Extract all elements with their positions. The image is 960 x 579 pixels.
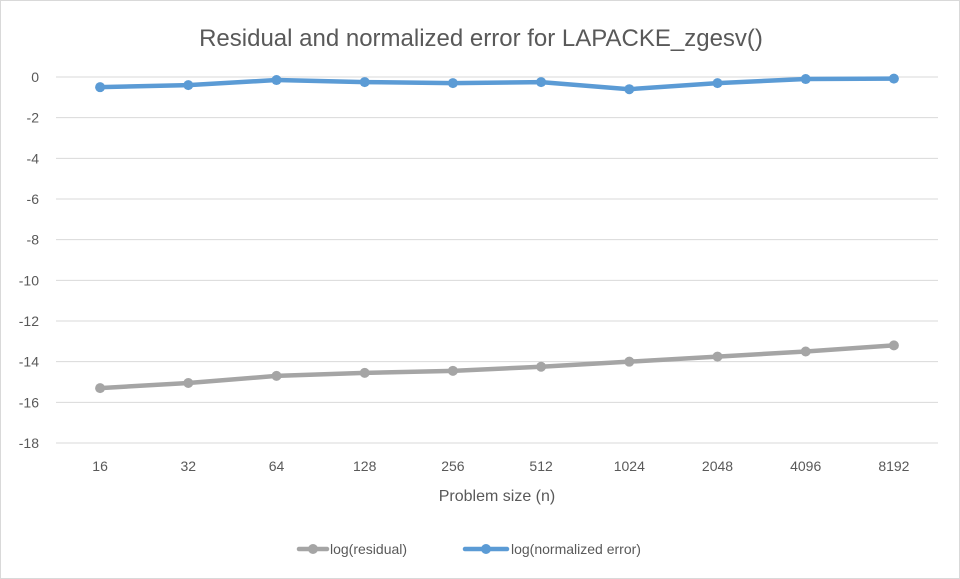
x-tick-label: 64 (269, 458, 285, 474)
data-point (536, 77, 547, 88)
y-tick-label: -2 (27, 110, 40, 126)
x-tick-label: 8192 (878, 458, 909, 474)
data-point (624, 356, 635, 367)
x-tick-label: 128 (353, 458, 377, 474)
legend-marker (481, 544, 491, 554)
data-point (888, 73, 899, 84)
series-0 (95, 340, 899, 394)
chart-title: Residual and normalized error for LAPACK… (199, 25, 763, 52)
x-axis-title: Problem size (n) (439, 488, 555, 505)
x-tick-label: 2048 (702, 458, 733, 474)
y-tick-label: 0 (31, 69, 39, 85)
x-axis-tick-labels: 16 32 64 128 256 512 1024 2048 4096 8192 (92, 458, 909, 474)
legend-label: log(residual) (330, 541, 407, 557)
data-point (183, 80, 194, 91)
data-point (95, 82, 106, 93)
y-tick-label: -18 (19, 435, 39, 451)
y-tick-label: -6 (27, 191, 40, 207)
y-tick-label: -4 (27, 150, 40, 166)
series-1 (95, 73, 899, 95)
legend-marker (308, 544, 318, 554)
data-point (624, 84, 635, 95)
data-point (712, 351, 723, 362)
x-tick-label: 4096 (790, 458, 821, 474)
data-point (712, 78, 723, 89)
data-point (800, 346, 811, 357)
y-tick-label: -16 (19, 394, 39, 410)
legend: log(residual) log(normalized error) (296, 541, 641, 557)
x-tick-label: 32 (181, 458, 197, 474)
data-point (888, 340, 899, 351)
series-lines (95, 73, 899, 394)
y-tick-label: -14 (19, 354, 39, 370)
data-point (447, 365, 458, 376)
y-axis-tick-labels: 0 -2 -4 -6 -8 -10 -12 -14 -16 -18 (19, 69, 39, 451)
data-point (359, 77, 370, 88)
data-point (536, 361, 547, 372)
y-tick-label: -12 (19, 313, 39, 329)
y-tick-label: -8 (27, 232, 40, 248)
x-tick-label: 256 (441, 458, 465, 474)
x-tick-label: 16 (92, 458, 108, 474)
series-line (97, 76, 897, 92)
data-point (359, 367, 370, 378)
x-tick-label: 1024 (614, 458, 645, 474)
legend-label: log(normalized error) (511, 541, 641, 557)
y-tick-label: -10 (19, 272, 39, 288)
data-point (95, 383, 106, 394)
gridlines (56, 76, 938, 444)
x-tick-label: 512 (529, 458, 553, 474)
data-point (271, 370, 282, 381)
data-point (271, 75, 282, 86)
data-point (800, 74, 811, 85)
legend-item: log(residual) (296, 541, 407, 557)
legend-item: log(normalized error) (462, 541, 641, 557)
data-point (183, 378, 194, 389)
data-point (447, 78, 458, 89)
series-line (97, 343, 897, 391)
